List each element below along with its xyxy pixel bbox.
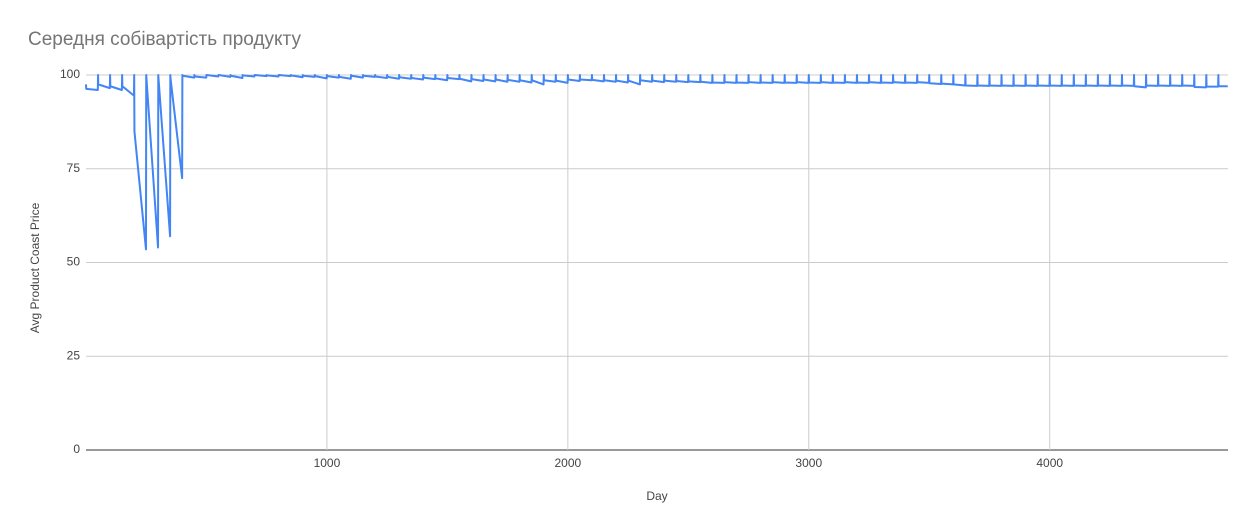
- data-line: [85, 74, 1228, 251]
- x-tick-label: 3000: [795, 456, 822, 470]
- y-tick-label: 25: [67, 348, 81, 362]
- y-tick-label: 50: [67, 255, 81, 269]
- y-tick-label: 75: [67, 161, 81, 175]
- chart-title: Середня собівартість продукту: [28, 29, 301, 50]
- x-tick-label: 1000: [314, 456, 341, 470]
- x-tick-label: 4000: [1036, 456, 1063, 470]
- y-tick-label: 0: [73, 442, 80, 456]
- y-axis-label: Avg Product Coast Price: [28, 202, 42, 333]
- x-axis-label: Day: [646, 489, 667, 503]
- y-tick-label: 100: [60, 67, 80, 81]
- x-tick-label: 2000: [555, 456, 582, 470]
